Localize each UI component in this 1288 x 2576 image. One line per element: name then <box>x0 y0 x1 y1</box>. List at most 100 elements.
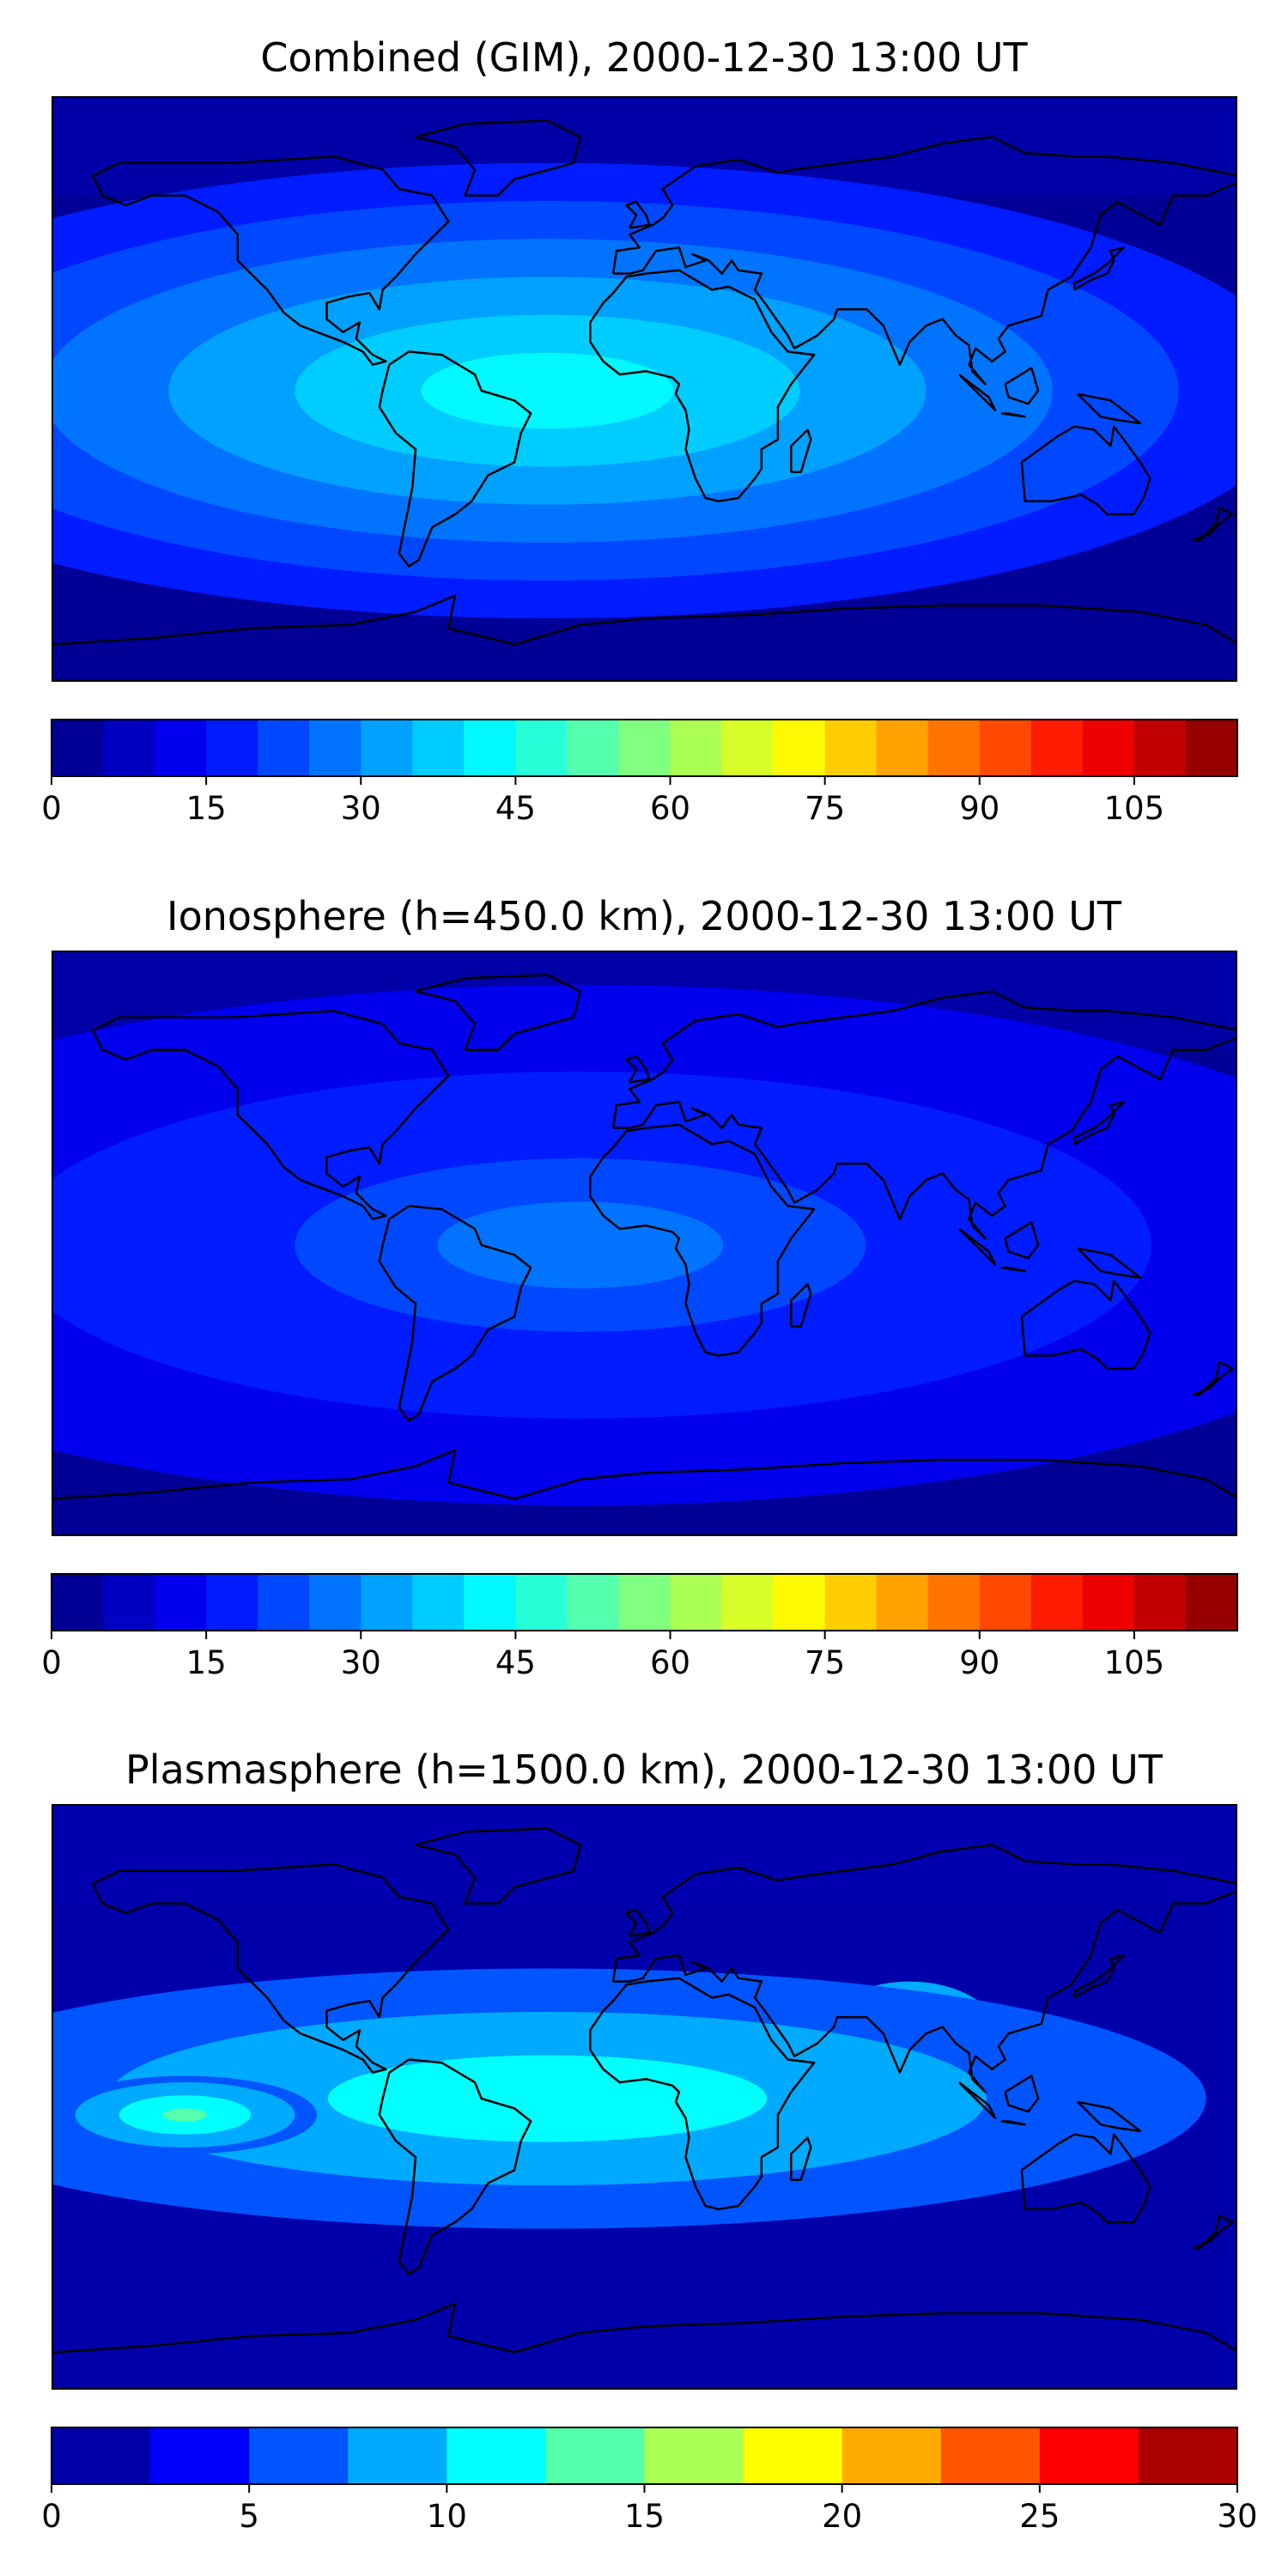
coastline-8 <box>1072 246 1125 291</box>
colorbar-tick-label-4: 60 <box>650 790 690 827</box>
coastline-4 <box>589 269 816 503</box>
colorbar-plasmasphere: 0 5 10 15 20 25 30 <box>41 2427 1258 2535</box>
colorbar-band-18 <box>979 720 1032 776</box>
colorbar-svg-combined: 0 15 30 45 60 75 90 105 <box>41 719 1238 827</box>
coastline-11 <box>1000 1267 1026 1273</box>
colorbar-tick-label-5: 75 <box>805 790 845 827</box>
panel-title-combined: Combined (GIM), 2000-12-30 13:00 UT <box>260 34 1028 81</box>
coastline-5 <box>790 428 812 473</box>
field-peak-4-band-5 <box>437 1201 724 1289</box>
colorbar-band-20 <box>1082 720 1135 776</box>
colorbar-tick-label-0: 0 <box>41 1644 62 1681</box>
colorbar-band-6 <box>361 1574 413 1631</box>
colorbar-tick-label-3: 45 <box>495 790 536 827</box>
colorbar-band-4 <box>447 2427 547 2484</box>
colorbar-band-3 <box>348 2427 447 2484</box>
coastline-1 <box>414 974 582 1051</box>
colorbar-tick-label-7: 105 <box>1104 1644 1165 1681</box>
coastline-3 <box>611 136 1236 386</box>
heatmap-ionosphere <box>53 952 1236 1534</box>
colorbar-tick-label-1: 5 <box>239 2498 259 2535</box>
colorbar-band-21 <box>1133 1574 1187 1631</box>
colorbar-tick-label-4: 60 <box>650 1644 690 1681</box>
colorbar-band-20 <box>1082 1574 1135 1631</box>
colorbar-svg-plasmasphere: 0 5 10 15 20 25 30 <box>41 2427 1258 2535</box>
colorbar-band-14 <box>773 720 826 776</box>
coastline-11 <box>1000 2120 1026 2126</box>
colorbar-band-5 <box>309 720 361 776</box>
colorbar-band-0 <box>52 720 104 776</box>
coastline-12 <box>1077 2100 1142 2133</box>
colorbar-band-4 <box>258 720 310 776</box>
colorbar-band-3 <box>206 720 258 776</box>
colorbar-tick-label-3: 15 <box>624 2498 665 2535</box>
coastline-1 <box>414 1827 582 1905</box>
colorbar-border <box>51 719 1238 777</box>
colorbar-band-16 <box>876 720 929 776</box>
colorbar-band-11 <box>618 1574 671 1631</box>
coastline-9 <box>625 1054 651 1084</box>
colorbar-band-2 <box>155 720 207 776</box>
colorbar-band-4 <box>258 1574 310 1631</box>
colorbar-band-19 <box>1030 720 1084 776</box>
heatmap-combined <box>53 98 1236 680</box>
coastline-14 <box>1192 1361 1234 1396</box>
colorbar-band-0 <box>52 1574 104 1631</box>
colorbar-band-16 <box>876 1574 929 1631</box>
coastline-4 <box>589 1977 816 2211</box>
coastline-13 <box>1004 367 1040 405</box>
colorbar-tick-label-6: 90 <box>959 1644 999 1681</box>
coastline-7 <box>53 1449 1236 1500</box>
colorbar-tick-label-6: 90 <box>959 790 999 827</box>
coastline-3 <box>611 990 1236 1240</box>
colorbar-band-22 <box>1185 720 1238 776</box>
colorbar-tick-label-0: 0 <box>41 2498 62 2535</box>
map-plasmasphere <box>52 1804 1237 2390</box>
coastline-2 <box>378 1205 532 1422</box>
colorbar-band-13 <box>721 1574 775 1631</box>
colorbar-tick-label-1: 15 <box>186 1644 227 1681</box>
panel-title-plasmasphere: Plasmasphere (h=1500.0 km), 2000-12-30 1… <box>125 1747 1163 1793</box>
coastline-8 <box>1072 1954 1125 1999</box>
colorbar-band-8 <box>464 720 516 776</box>
colorbar-band-2 <box>249 2427 349 2484</box>
colorbar-tick-label-2: 30 <box>341 790 381 827</box>
colorbar-band-1 <box>150 2427 250 2484</box>
colorbar-tick-label-5: 75 <box>805 1644 845 1681</box>
colorbar-band-12 <box>670 1574 723 1631</box>
coastline-3 <box>611 1844 1236 2093</box>
coastline-13 <box>1004 2075 1040 2113</box>
colorbar-band-14 <box>773 1574 826 1631</box>
colorbar-svg-ionosphere: 0 15 30 45 60 75 90 105 <box>41 1573 1238 1681</box>
field-polar-low <box>53 1806 1236 1904</box>
colorbar-band-22 <box>1185 1574 1238 1631</box>
colorbar-band-5 <box>309 1574 361 1631</box>
colorbar-tick-label-2: 10 <box>427 2498 467 2535</box>
coastline-9 <box>625 200 651 229</box>
coastline-8 <box>1072 1101 1125 1145</box>
colorbar-band-15 <box>824 720 878 776</box>
coastline-2 <box>378 350 532 568</box>
colorbar-ionosphere: 0 15 30 45 60 75 90 105 <box>41 1573 1238 1681</box>
coastline-4 <box>589 1123 816 1358</box>
coastline-5 <box>790 1283 812 1327</box>
coastline-12 <box>1077 1247 1142 1279</box>
field-peak-4-band-5 <box>421 352 674 429</box>
colorbar-band-13 <box>721 720 775 776</box>
colorbar-band-6 <box>361 720 413 776</box>
colorbar-band-17 <box>927 1574 981 1631</box>
colorbar-band-9 <box>515 1574 568 1631</box>
coastline-7 <box>53 594 1236 646</box>
colorbar-band-10 <box>567 1574 620 1631</box>
colorbar-tick-label-0: 0 <box>41 790 62 827</box>
coastline-6 <box>1020 2133 1151 2224</box>
field-peak-5-band-5 <box>162 2108 208 2122</box>
coastline-10 <box>958 1228 997 1266</box>
coastline-9 <box>625 1908 651 1937</box>
colorbar-band-19 <box>1030 1574 1084 1631</box>
coastline-14 <box>1192 2215 1234 2250</box>
colorbar-band-12 <box>670 720 723 776</box>
colorbar-band-0 <box>52 2427 151 2484</box>
colorbar-band-8 <box>841 2427 942 2484</box>
